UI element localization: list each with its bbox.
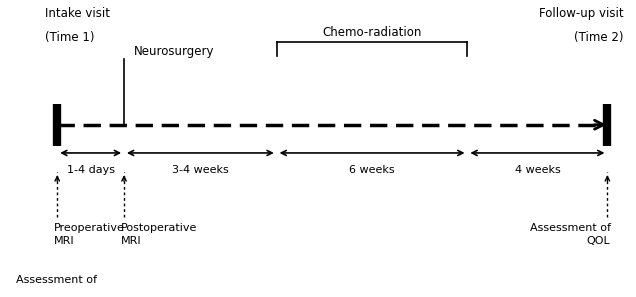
Text: Assessment of: Assessment of — [16, 275, 97, 285]
Text: 6 weeks: 6 weeks — [349, 165, 395, 175]
Text: Follow-up visit: Follow-up visit — [539, 7, 623, 20]
Text: (Time 1): (Time 1) — [45, 31, 94, 44]
Text: Chemo-radiation: Chemo-radiation — [322, 26, 422, 39]
Text: 3-4 weeks: 3-4 weeks — [172, 165, 229, 175]
Text: Neurosurgery: Neurosurgery — [134, 45, 214, 58]
Text: Postoperative
MRI: Postoperative MRI — [121, 223, 197, 246]
Text: Intake visit: Intake visit — [45, 7, 109, 20]
Text: Assessment of
QOL: Assessment of QOL — [530, 223, 611, 246]
Text: 1-4 days: 1-4 days — [67, 165, 114, 175]
Text: 4 weeks: 4 weeks — [515, 165, 560, 175]
Text: Preoperative
MRI: Preoperative MRI — [54, 223, 125, 246]
Text: (Time 2): (Time 2) — [574, 31, 623, 44]
